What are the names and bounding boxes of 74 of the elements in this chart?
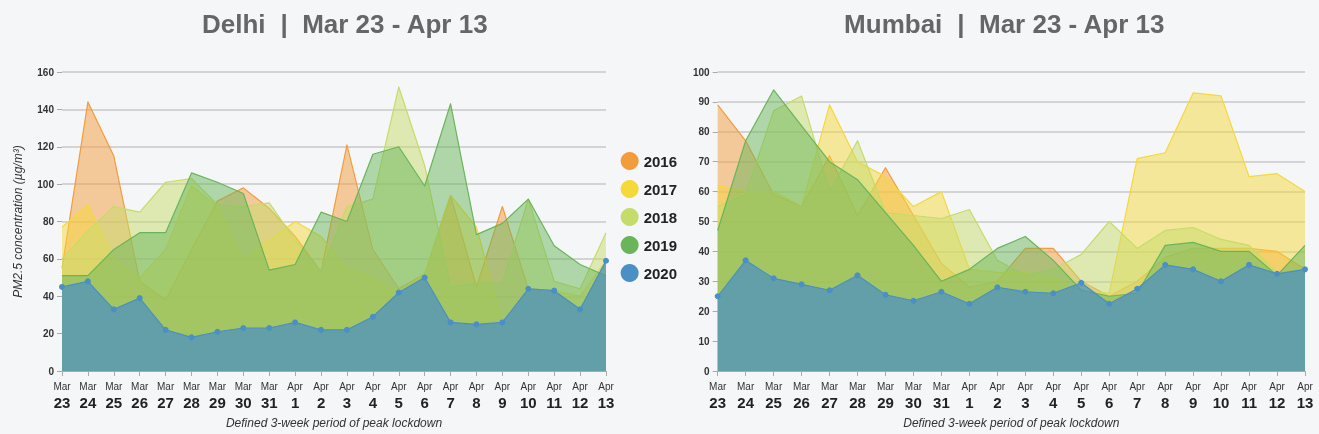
x-tick-label: Mar 27 xyxy=(157,380,175,411)
x-tick-label: Apr 12 xyxy=(1268,380,1286,411)
x-tick-label: Apr 5 xyxy=(1073,380,1090,411)
x-tick-label: Mar 29 xyxy=(208,380,227,411)
chart-title: Delhi | Mar 23 - Apr 13 xyxy=(201,9,488,39)
x-axis-title: Defined 3-week period of peak lockdown xyxy=(903,416,1120,430)
x-tick-label: Mar 28 xyxy=(848,380,867,411)
x-tick-label: Apr 8 xyxy=(468,380,485,411)
y-tick-label: 80 xyxy=(42,216,55,227)
x-tick-label: Apr 9 xyxy=(1185,380,1202,411)
y-tick-label: 40 xyxy=(698,245,711,257)
x-tick-label: Mar 25 xyxy=(765,380,783,411)
y-tick-label: 80 xyxy=(698,126,711,138)
x-tick-label: Apr 3 xyxy=(339,380,356,411)
y-tick-label: 60 xyxy=(698,186,711,198)
x-tick-label: Mar 23 xyxy=(53,380,72,411)
y-tick-label: 20 xyxy=(42,328,55,340)
x-tick-label: Mar 31 xyxy=(260,380,279,411)
x-tick-label: Apr 7 xyxy=(1129,380,1146,411)
x-tick-label: Mar 25 xyxy=(105,380,124,411)
legend-label: 2020 xyxy=(643,264,678,282)
x-tick-label: Apr 2 xyxy=(313,380,330,411)
y-tick-label: 70 xyxy=(698,156,711,168)
y-tick-label: 160 xyxy=(37,66,55,78)
x-tick-label: Apr 11 xyxy=(1241,380,1258,411)
y-tick-label: 60 xyxy=(42,253,55,265)
y-axis-title: PM2.5 concentration (µg/m³) xyxy=(11,145,25,298)
legend-label: 2018 xyxy=(643,208,678,226)
x-tick-label: Mar 30 xyxy=(904,380,923,411)
legend-label: 2016 xyxy=(643,152,678,170)
x-tick-label: Apr 6 xyxy=(1101,380,1118,411)
y-tick-label: 100 xyxy=(37,178,55,190)
y-tick-label: 90 xyxy=(698,96,711,108)
x-tick-label: Apr 4 xyxy=(365,380,382,411)
x-tick-label: Mar 31 xyxy=(932,380,951,411)
x-tick-label: Apr 10 xyxy=(1212,380,1230,411)
x-tick-label: Mar 28 xyxy=(182,380,201,411)
x-tick-label: Apr 4 xyxy=(1045,380,1062,411)
x-tick-label: Mar 30 xyxy=(234,380,253,411)
x-tick-label: Mar 26 xyxy=(792,380,811,411)
y-tick-label: 10 xyxy=(698,335,711,347)
x-tick-label: Apr 12 xyxy=(571,380,589,411)
x-tick-label: Apr 3 xyxy=(1017,380,1034,411)
y-tick-label: 140 xyxy=(37,103,55,115)
y-tick-label: 20 xyxy=(698,305,711,317)
y-tick-label: 100 xyxy=(693,66,711,78)
x-tick-label: Apr 5 xyxy=(390,380,408,411)
x-tick-label: Mar 26 xyxy=(131,380,149,411)
x-tick-label: Apr 10 xyxy=(519,380,537,411)
x-tick-label: Apr 11 xyxy=(546,380,563,411)
x-tick-label: Apr 9 xyxy=(494,380,511,411)
x-tick-label: Mar 23 xyxy=(709,380,727,411)
chart-title: Mumbai | Mar 23 - Apr 13 xyxy=(844,9,1165,39)
y-tick-label: 0 xyxy=(704,365,711,377)
x-tick-label: Mar 27 xyxy=(820,380,839,411)
x-tick-label: Apr 8 xyxy=(1157,380,1174,411)
x-axis-title: Defined 3-week period of peak lockdown xyxy=(225,416,443,430)
x-tick-label: Apr 1 xyxy=(961,380,978,411)
y-tick-label: 30 xyxy=(698,275,711,287)
x-tick-label: Apr 13 xyxy=(597,380,615,411)
x-tick-label: Apr 6 xyxy=(416,380,434,411)
x-tick-label: Apr 7 xyxy=(442,380,460,411)
y-tick-label: 50 xyxy=(698,216,711,227)
y-tick-label: 120 xyxy=(37,141,55,153)
x-tick-label: Mar 29 xyxy=(876,380,895,411)
y-tick-label: 0 xyxy=(48,365,55,377)
x-tick-label: Apr 2 xyxy=(989,380,1006,411)
legend-label: 2017 xyxy=(643,180,678,198)
x-tick-label: Apr 1 xyxy=(287,380,304,411)
x-tick-label: Apr 13 xyxy=(1296,380,1314,411)
legend-label: 2019 xyxy=(643,236,678,254)
x-tick-label: Mar 24 xyxy=(737,380,755,411)
y-tick-label: 40 xyxy=(42,290,55,302)
x-tick-label: Mar 24 xyxy=(79,380,98,411)
